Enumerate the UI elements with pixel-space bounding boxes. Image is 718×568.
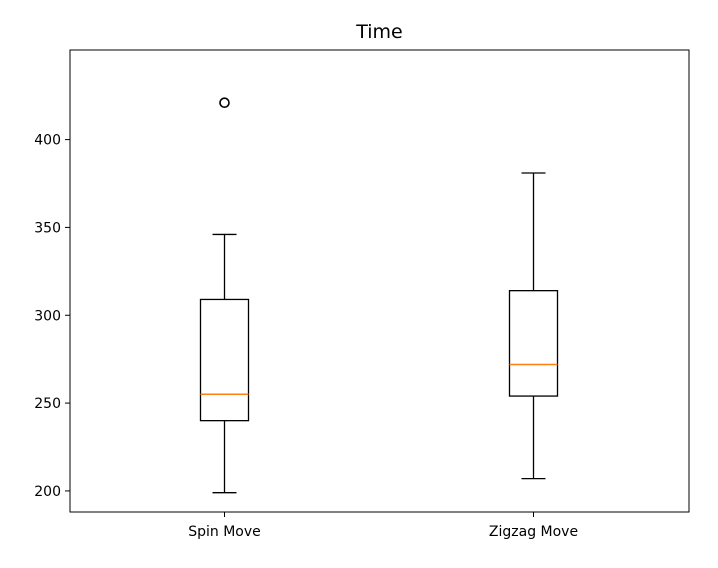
- box-spin-move: [199, 298, 250, 422]
- y-tick-label: 400: [34, 133, 61, 149]
- y-tick-label: 250: [34, 396, 61, 412]
- x-tick-label-spin-move: Spin Move: [188, 524, 261, 540]
- y-tick-label: 350: [34, 220, 61, 236]
- outlier-spin-move: [219, 97, 230, 108]
- box-zigzag-move: [508, 290, 559, 397]
- y-tick-label: 200: [34, 484, 61, 500]
- x-tick-label-zigzag-move: Zigzag Move: [489, 524, 578, 540]
- axes-frame: [69, 49, 690, 513]
- chart-title: Time: [356, 21, 403, 43]
- y-tick-label: 300: [34, 308, 61, 324]
